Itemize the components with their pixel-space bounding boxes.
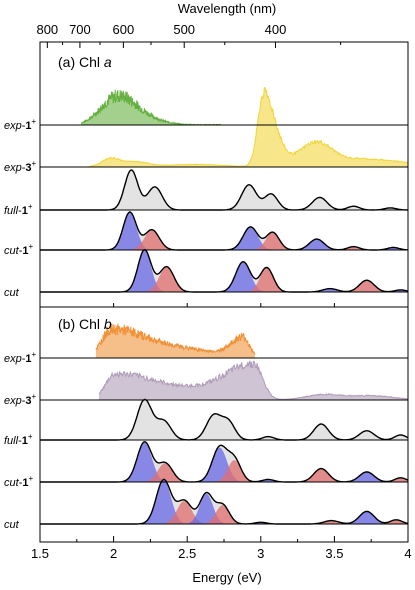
trace-exp1-area — [81, 89, 222, 125]
bottom-tick-label-2: 2 — [110, 546, 117, 561]
trace-full1b-envelope — [40, 399, 408, 440]
trace-cut_a-component-4 — [240, 267, 294, 292]
trace-exp3b-area — [98, 361, 409, 400]
trace-full1-line — [40, 169, 408, 211]
top-tick-label-1: 800 — [36, 22, 58, 37]
trace-cut_b-component-4 — [196, 505, 249, 524]
trace-cut_b-component-6 — [302, 520, 361, 524]
top-tick-label-4: 500 — [173, 22, 195, 37]
trace-cut1b-component-4 — [207, 460, 261, 482]
trace-label-cut_b: cut — [4, 519, 20, 531]
trace-cut1b-component-7 — [337, 471, 397, 482]
trace-cut1-line — [40, 211, 409, 251]
trace-exp3-area — [88, 87, 408, 167]
trace-cut1-component-2 — [122, 229, 182, 250]
trace-cut_a-component-3 — [213, 261, 273, 292]
trace-label-exp3: exp-3+ — [4, 159, 37, 174]
trace-cut_a-envelope — [40, 249, 408, 292]
trace-cut_a-component-1 — [118, 250, 171, 292]
top-axis-label: Wavelength (nm) — [178, 1, 277, 16]
top-tick-label-2: 700 — [69, 22, 91, 37]
bottom-axis-label: Energy (eV) — [192, 570, 261, 585]
trace-cut_b-component-3 — [179, 493, 233, 524]
trace-full1-envelope — [40, 170, 408, 210]
top-tick-label-5: 400 — [265, 22, 287, 37]
trace-label-cut1: cut-1+ — [4, 242, 33, 257]
trace-label-full1b: full-1+ — [4, 432, 33, 447]
trace-cut1-envelope — [40, 212, 408, 250]
trace-exp1b-area — [95, 323, 255, 358]
trace-cut1b-component-2 — [135, 463, 195, 482]
trace-cut1-component-6 — [330, 246, 378, 250]
panel-title-1: (a) Chl a — [58, 54, 112, 70]
trace-label-exp1: exp-1+ — [4, 117, 37, 132]
trace-cut_a-component-5 — [300, 288, 360, 292]
trace-cut1b-component-5 — [244, 479, 292, 482]
trace-label-cut_a: cut — [4, 287, 20, 299]
bottom-tick-label-3: 2.5 — [178, 546, 196, 561]
trace-cut_a-component-6 — [337, 280, 397, 292]
trace-cut1b-component-3 — [190, 447, 249, 482]
top-tick-label-3: 600 — [113, 22, 135, 37]
trace-cut1-component-4 — [246, 232, 300, 250]
trace-cut1b-component-1 — [115, 442, 174, 482]
bottom-tick-label-6: 4 — [404, 546, 411, 561]
bottom-tick-label-1: 1.5 — [31, 546, 49, 561]
panel-title-2: (b) Chl b — [58, 316, 112, 332]
trace-exp3b-line — [98, 359, 409, 400]
trace-cut_a-line — [40, 249, 409, 293]
trace-exp1b-line — [95, 323, 256, 355]
trace-cut_b-component-5 — [237, 522, 285, 524]
trace-exp3-line — [88, 87, 409, 168]
trace-label-full1: full-1+ — [4, 202, 33, 217]
trace-cut1-component-1 — [103, 212, 157, 250]
trace-cut_b-component-7 — [337, 511, 397, 524]
trace-label-exp1b: exp-1+ — [4, 350, 37, 365]
trace-label-cut1b: cut-1+ — [4, 474, 33, 489]
trace-cut_b-component-2 — [154, 500, 214, 524]
trace-cut1-component-5 — [287, 239, 347, 250]
trace-cut1-component-3 — [221, 226, 280, 250]
trace-cut_a-component-2 — [137, 266, 196, 292]
trace-label-exp3b: exp-3+ — [4, 392, 37, 407]
bottom-tick-label-5: 3.5 — [325, 546, 343, 561]
trace-cut1b-component-6 — [291, 468, 351, 482]
bottom-tick-label-4: 3 — [257, 546, 264, 561]
trace-cut1b-component-8 — [377, 477, 408, 482]
trace-cut_b-component-1 — [134, 479, 194, 524]
